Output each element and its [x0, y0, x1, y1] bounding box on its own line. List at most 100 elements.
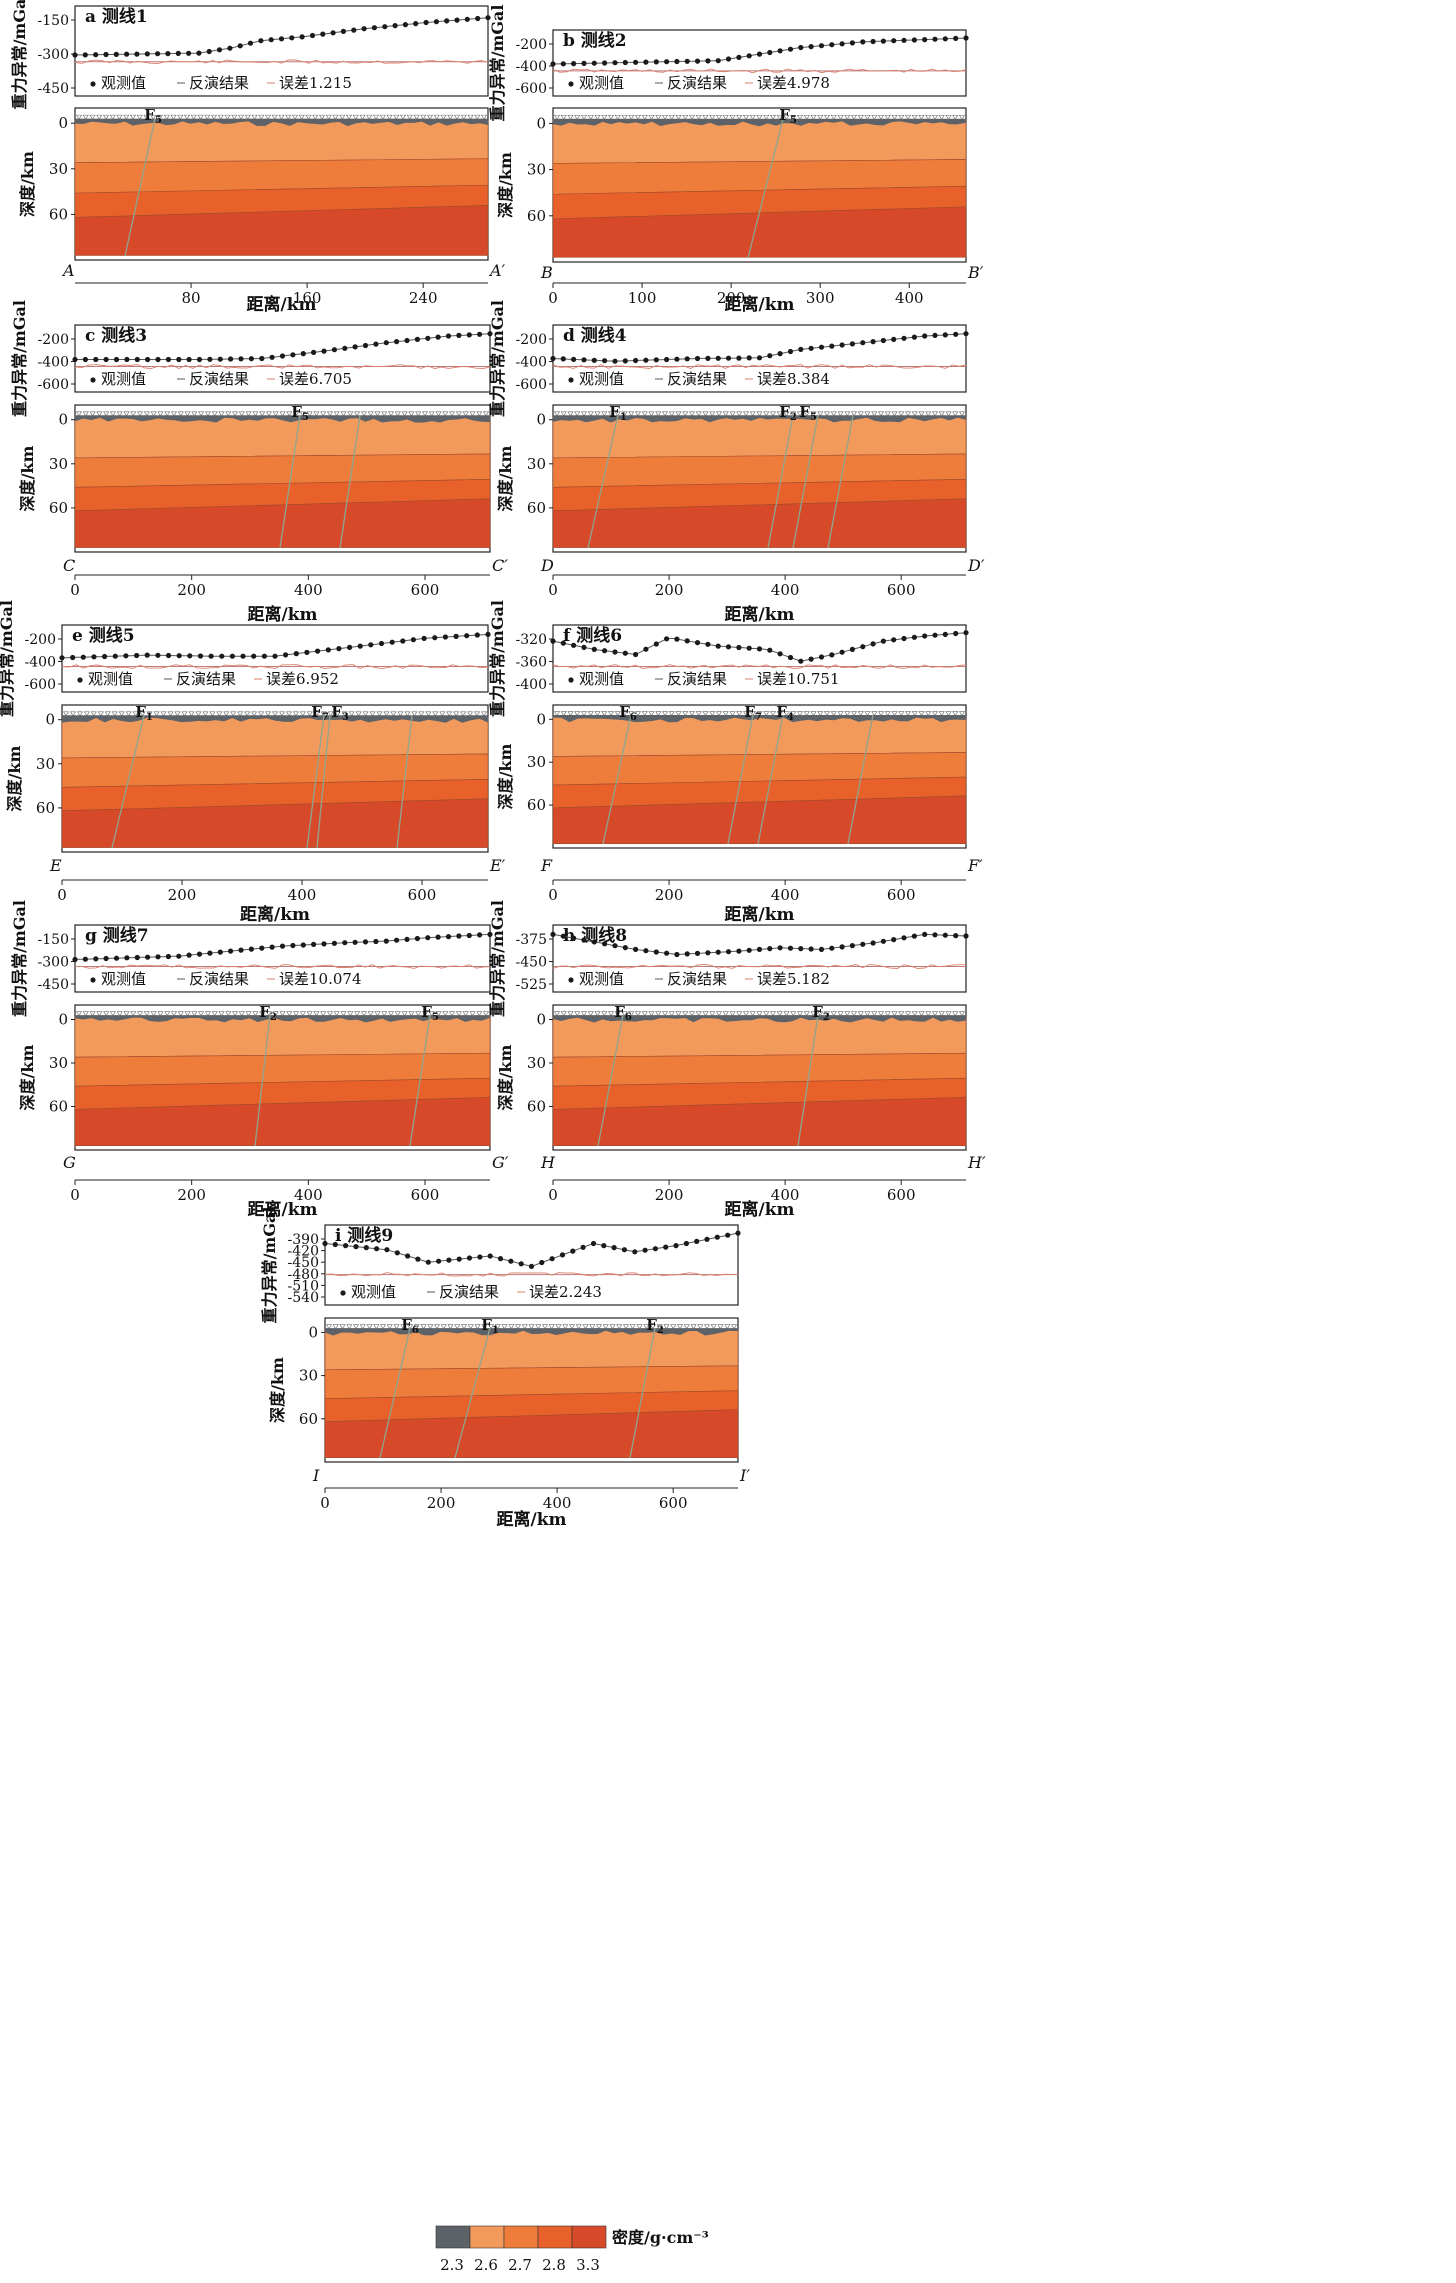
station-marker: [469, 1011, 476, 1017]
distance-tick-label: 240: [409, 289, 438, 307]
station-marker: [607, 411, 615, 417]
station-marker: [150, 114, 157, 120]
station-marker: [574, 114, 581, 120]
gravity-tick-label: -300: [38, 47, 69, 63]
distance-tick-label: 160: [293, 289, 322, 307]
station-marker: [474, 114, 481, 120]
station-marker: [871, 411, 878, 417]
observed-point: [113, 955, 120, 961]
station-marker: [918, 711, 925, 717]
observed-point: [134, 652, 140, 659]
observed-point: [808, 656, 814, 662]
station-marker: [252, 411, 259, 417]
fault-line: [254, 1015, 271, 1147]
station-marker: [348, 711, 355, 717]
observed-point: [258, 38, 264, 44]
gravity-axis-label: 重力异常/mGal: [10, 0, 29, 109]
station-marker: [756, 1011, 763, 1017]
crust-layer: [61, 798, 489, 848]
station-marker: [952, 411, 959, 417]
station-marker: [756, 711, 763, 717]
station-marker: [891, 411, 898, 417]
station-marker: [702, 1011, 709, 1017]
depth-tick-label: 60: [527, 1098, 546, 1116]
fault-line: [306, 715, 325, 849]
gravity-axis-label: 重力异常/mGal: [488, 600, 507, 717]
station-marker: [850, 114, 858, 120]
station-marker: [560, 1011, 567, 1017]
station-marker: [587, 711, 594, 717]
station-marker: [641, 114, 648, 120]
station-marker: [587, 114, 594, 120]
density-value: 2.8: [542, 2256, 566, 2274]
depth-axis-label: 深度/km: [496, 152, 515, 218]
sediment-layer: [325, 1328, 738, 1336]
observed-point: [870, 641, 876, 647]
station-marker: [89, 1011, 96, 1017]
station-marker: [601, 1011, 608, 1017]
station-marker: [703, 1324, 711, 1330]
station-marker: [722, 1011, 729, 1017]
station-marker: [177, 114, 184, 120]
observed-point: [404, 337, 410, 344]
station-marker: [931, 1011, 939, 1017]
observed-point: [818, 344, 825, 350]
observed-point: [570, 1248, 576, 1254]
observed-point: [237, 43, 243, 49]
station-marker: [763, 711, 770, 717]
observed-points: [550, 331, 969, 364]
station-marker: [453, 711, 460, 717]
profile-end-label: G′: [492, 1153, 509, 1172]
station-marker: [167, 711, 174, 717]
observed-point: [622, 358, 628, 364]
observed-point: [839, 41, 845, 47]
station-marker: [717, 1324, 724, 1330]
observed-point: [653, 949, 659, 955]
station-marker: [580, 711, 588, 717]
observed-point: [445, 333, 452, 339]
station-marker: [129, 114, 137, 120]
station-marker: [641, 1011, 648, 1017]
station-marker: [442, 411, 449, 417]
station-marker: [366, 114, 373, 120]
station-marker: [374, 411, 381, 417]
station-marker: [702, 711, 709, 717]
distance-tick-label: 400: [543, 1494, 572, 1512]
station-marker: [670, 1324, 677, 1330]
fault-line: [747, 118, 784, 259]
sediment-layer: [553, 118, 966, 127]
observed-point: [560, 61, 566, 67]
distance-tick-label: 400: [771, 581, 800, 599]
station-marker: [341, 711, 348, 717]
gravity-tick-label: -390: [288, 1232, 319, 1248]
station-marker: [661, 411, 669, 417]
station-marker: [864, 411, 871, 417]
station-marker: [271, 711, 279, 717]
station-marker: [184, 1011, 191, 1017]
observed-point: [321, 348, 327, 354]
observed-point: [290, 352, 296, 358]
observed-point: [715, 58, 721, 64]
station-marker: [442, 1011, 449, 1017]
depth-tick-label: 60: [49, 205, 68, 223]
station-marker: [589, 1324, 596, 1330]
station-marker: [156, 114, 164, 120]
observed-point: [746, 645, 752, 651]
station-marker: [374, 1011, 381, 1017]
station-marker: [715, 1011, 723, 1017]
station-marker: [688, 1011, 696, 1017]
station-marker: [258, 114, 265, 120]
station-marker: [313, 411, 320, 417]
observed-point: [217, 949, 223, 955]
station-marker: [474, 1324, 481, 1330]
sediment-layer: [75, 1015, 490, 1023]
observed-point: [922, 633, 928, 639]
station-marker: [594, 114, 601, 120]
observed-point: [102, 653, 108, 660]
observed-point: [259, 945, 265, 951]
distance-axis-label: 距离/km: [240, 904, 310, 925]
station-marker: [621, 711, 628, 717]
station-marker: [130, 1011, 137, 1017]
station-marker: [729, 1011, 736, 1017]
observed-point: [891, 336, 897, 342]
